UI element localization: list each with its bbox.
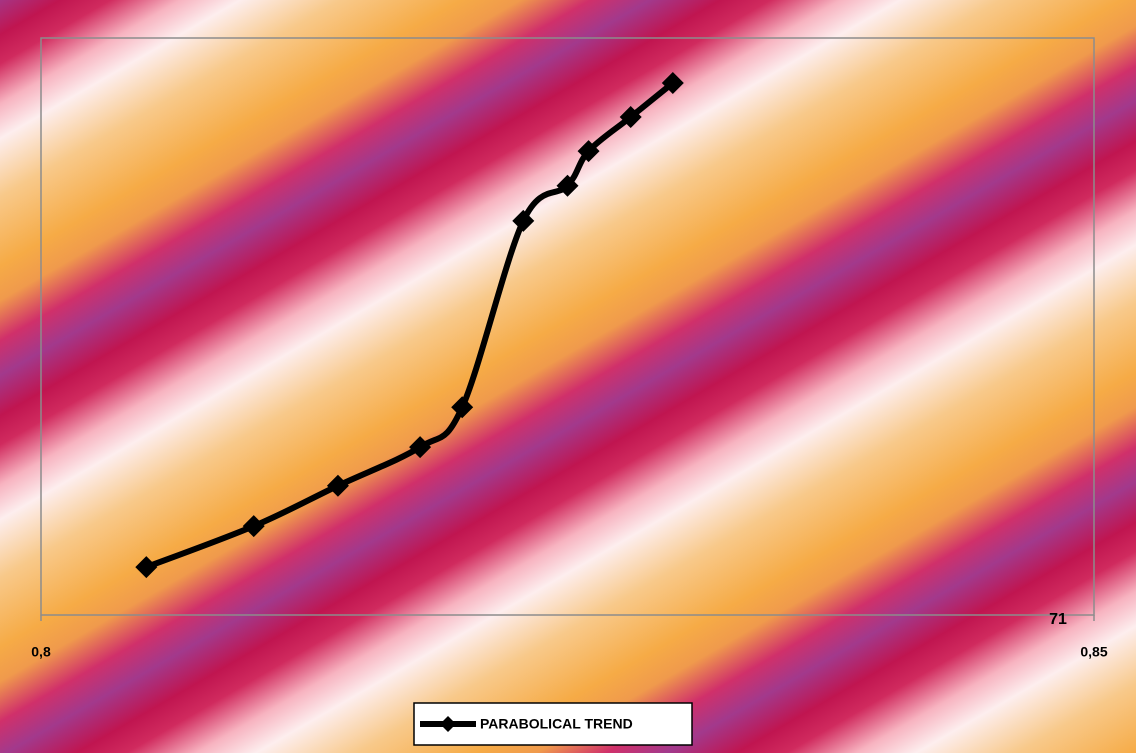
marker — [661, 72, 684, 95]
marker — [242, 515, 265, 538]
marker — [512, 209, 535, 232]
marker — [556, 174, 579, 197]
marker — [577, 140, 600, 163]
x-tick-label: 0,8 — [31, 644, 51, 660]
annotation: 71 — [1049, 611, 1067, 628]
series-line — [145, 80, 675, 570]
x-tick-label: 0,85 — [1080, 644, 1107, 660]
legend-label: PARABOLICAL TREND — [480, 716, 633, 732]
marker — [619, 106, 642, 129]
marker — [326, 474, 349, 497]
marker — [409, 436, 432, 459]
marker — [451, 396, 474, 419]
marker — [440, 716, 456, 732]
marker — [135, 556, 158, 579]
plot-area — [40, 37, 1095, 616]
